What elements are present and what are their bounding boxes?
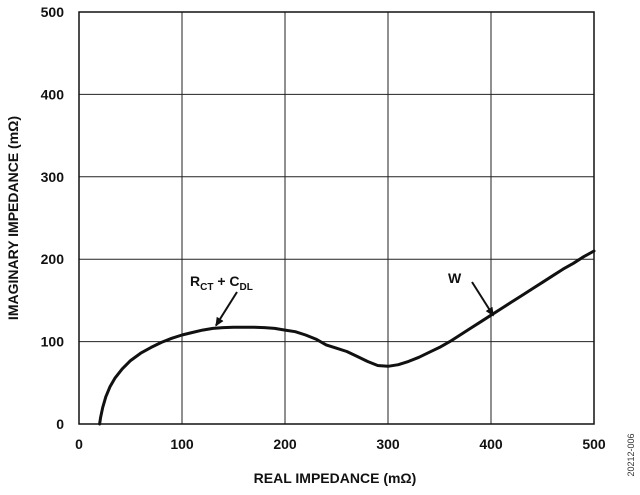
x-axis-title: REAL IMPEDANCE (mΩ) <box>254 470 417 486</box>
x-tick-label: 400 <box>479 436 503 452</box>
x-tick-label: 500 <box>582 436 606 452</box>
rct-cdl-label-part: R <box>190 273 200 289</box>
rct-cdl-arrow <box>215 291 238 327</box>
x-tick-label: 300 <box>376 436 400 452</box>
rct-cdl-label: RCT + CDL <box>190 273 253 293</box>
rct-cdl-label-part: DL <box>240 282 253 293</box>
y-axis-title: IMAGINARY IMPEDANCE (mΩ) <box>5 116 21 320</box>
y-tick-label: 300 <box>41 169 65 185</box>
w-arrow <box>471 281 495 317</box>
plot-frame <box>78 11 595 425</box>
y-tick-label: 400 <box>41 86 65 102</box>
figure-id: 20212-006 <box>626 433 636 476</box>
x-tick-label: 200 <box>273 436 297 452</box>
y-tick-label: 100 <box>41 334 65 350</box>
w-label: W <box>448 270 462 286</box>
rct-cdl-label-part: CT <box>200 282 213 293</box>
rct-cdl-label-part: + C <box>213 273 239 289</box>
x-tick-label: 100 <box>170 436 194 452</box>
y-tick-label: 500 <box>41 4 65 20</box>
impedance-line <box>98 249 596 426</box>
y-tick-label: 200 <box>41 251 65 267</box>
y-tick-label: 0 <box>56 416 64 432</box>
x-tick-label: 0 <box>75 436 83 452</box>
